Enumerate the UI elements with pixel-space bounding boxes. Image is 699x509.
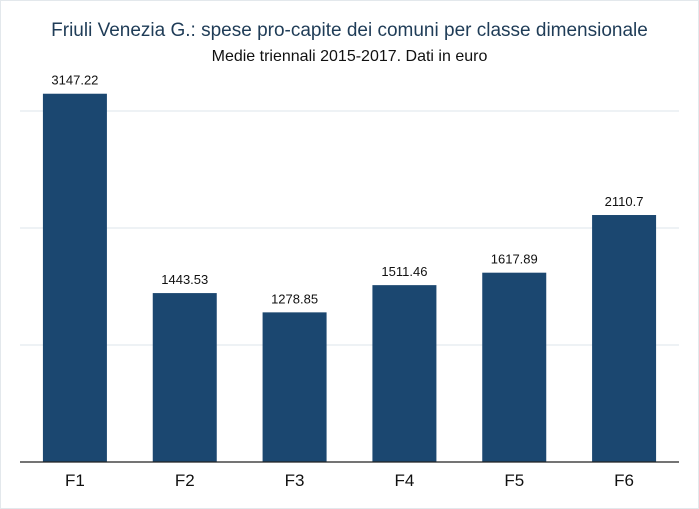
x-tick-f4: F4	[394, 471, 414, 490]
value-label-f5: 1617.89	[491, 252, 538, 267]
chart-title: Friuli Venezia G.: spese pro-capite dei …	[51, 20, 648, 41]
value-label-f3: 1278.85	[271, 291, 318, 306]
bar-f6	[592, 215, 657, 462]
bar-f1	[42, 93, 107, 463]
x-tick-f3: F3	[285, 471, 305, 490]
bars	[42, 93, 657, 463]
value-label-f1: 3147.22	[51, 73, 98, 88]
x-tick-f6: F6	[614, 471, 634, 490]
x-tick-labels: F1 F2 F3 F4 F5 F6	[65, 471, 634, 490]
x-tick-f5: F5	[504, 471, 524, 490]
bar-f3	[262, 312, 327, 462]
gridlines	[20, 110, 679, 346]
value-label-f6: 2110.7	[605, 194, 644, 209]
bar-f4	[372, 285, 437, 462]
value-labels: 3147.22 1443.53 1278.85 1511.46 1617.89 2110.…	[51, 73, 643, 307]
value-label-f4: 1511.46	[381, 264, 427, 279]
value-label-f2: 1443.53	[161, 272, 208, 287]
x-tick-f2: F2	[175, 471, 195, 490]
bar-f2	[152, 293, 217, 462]
bar-f5	[482, 272, 547, 462]
x-tick-f1: F1	[65, 471, 85, 490]
chart-subtitle: Medie triennali 2015-2017. Dati in euro	[211, 48, 488, 65]
